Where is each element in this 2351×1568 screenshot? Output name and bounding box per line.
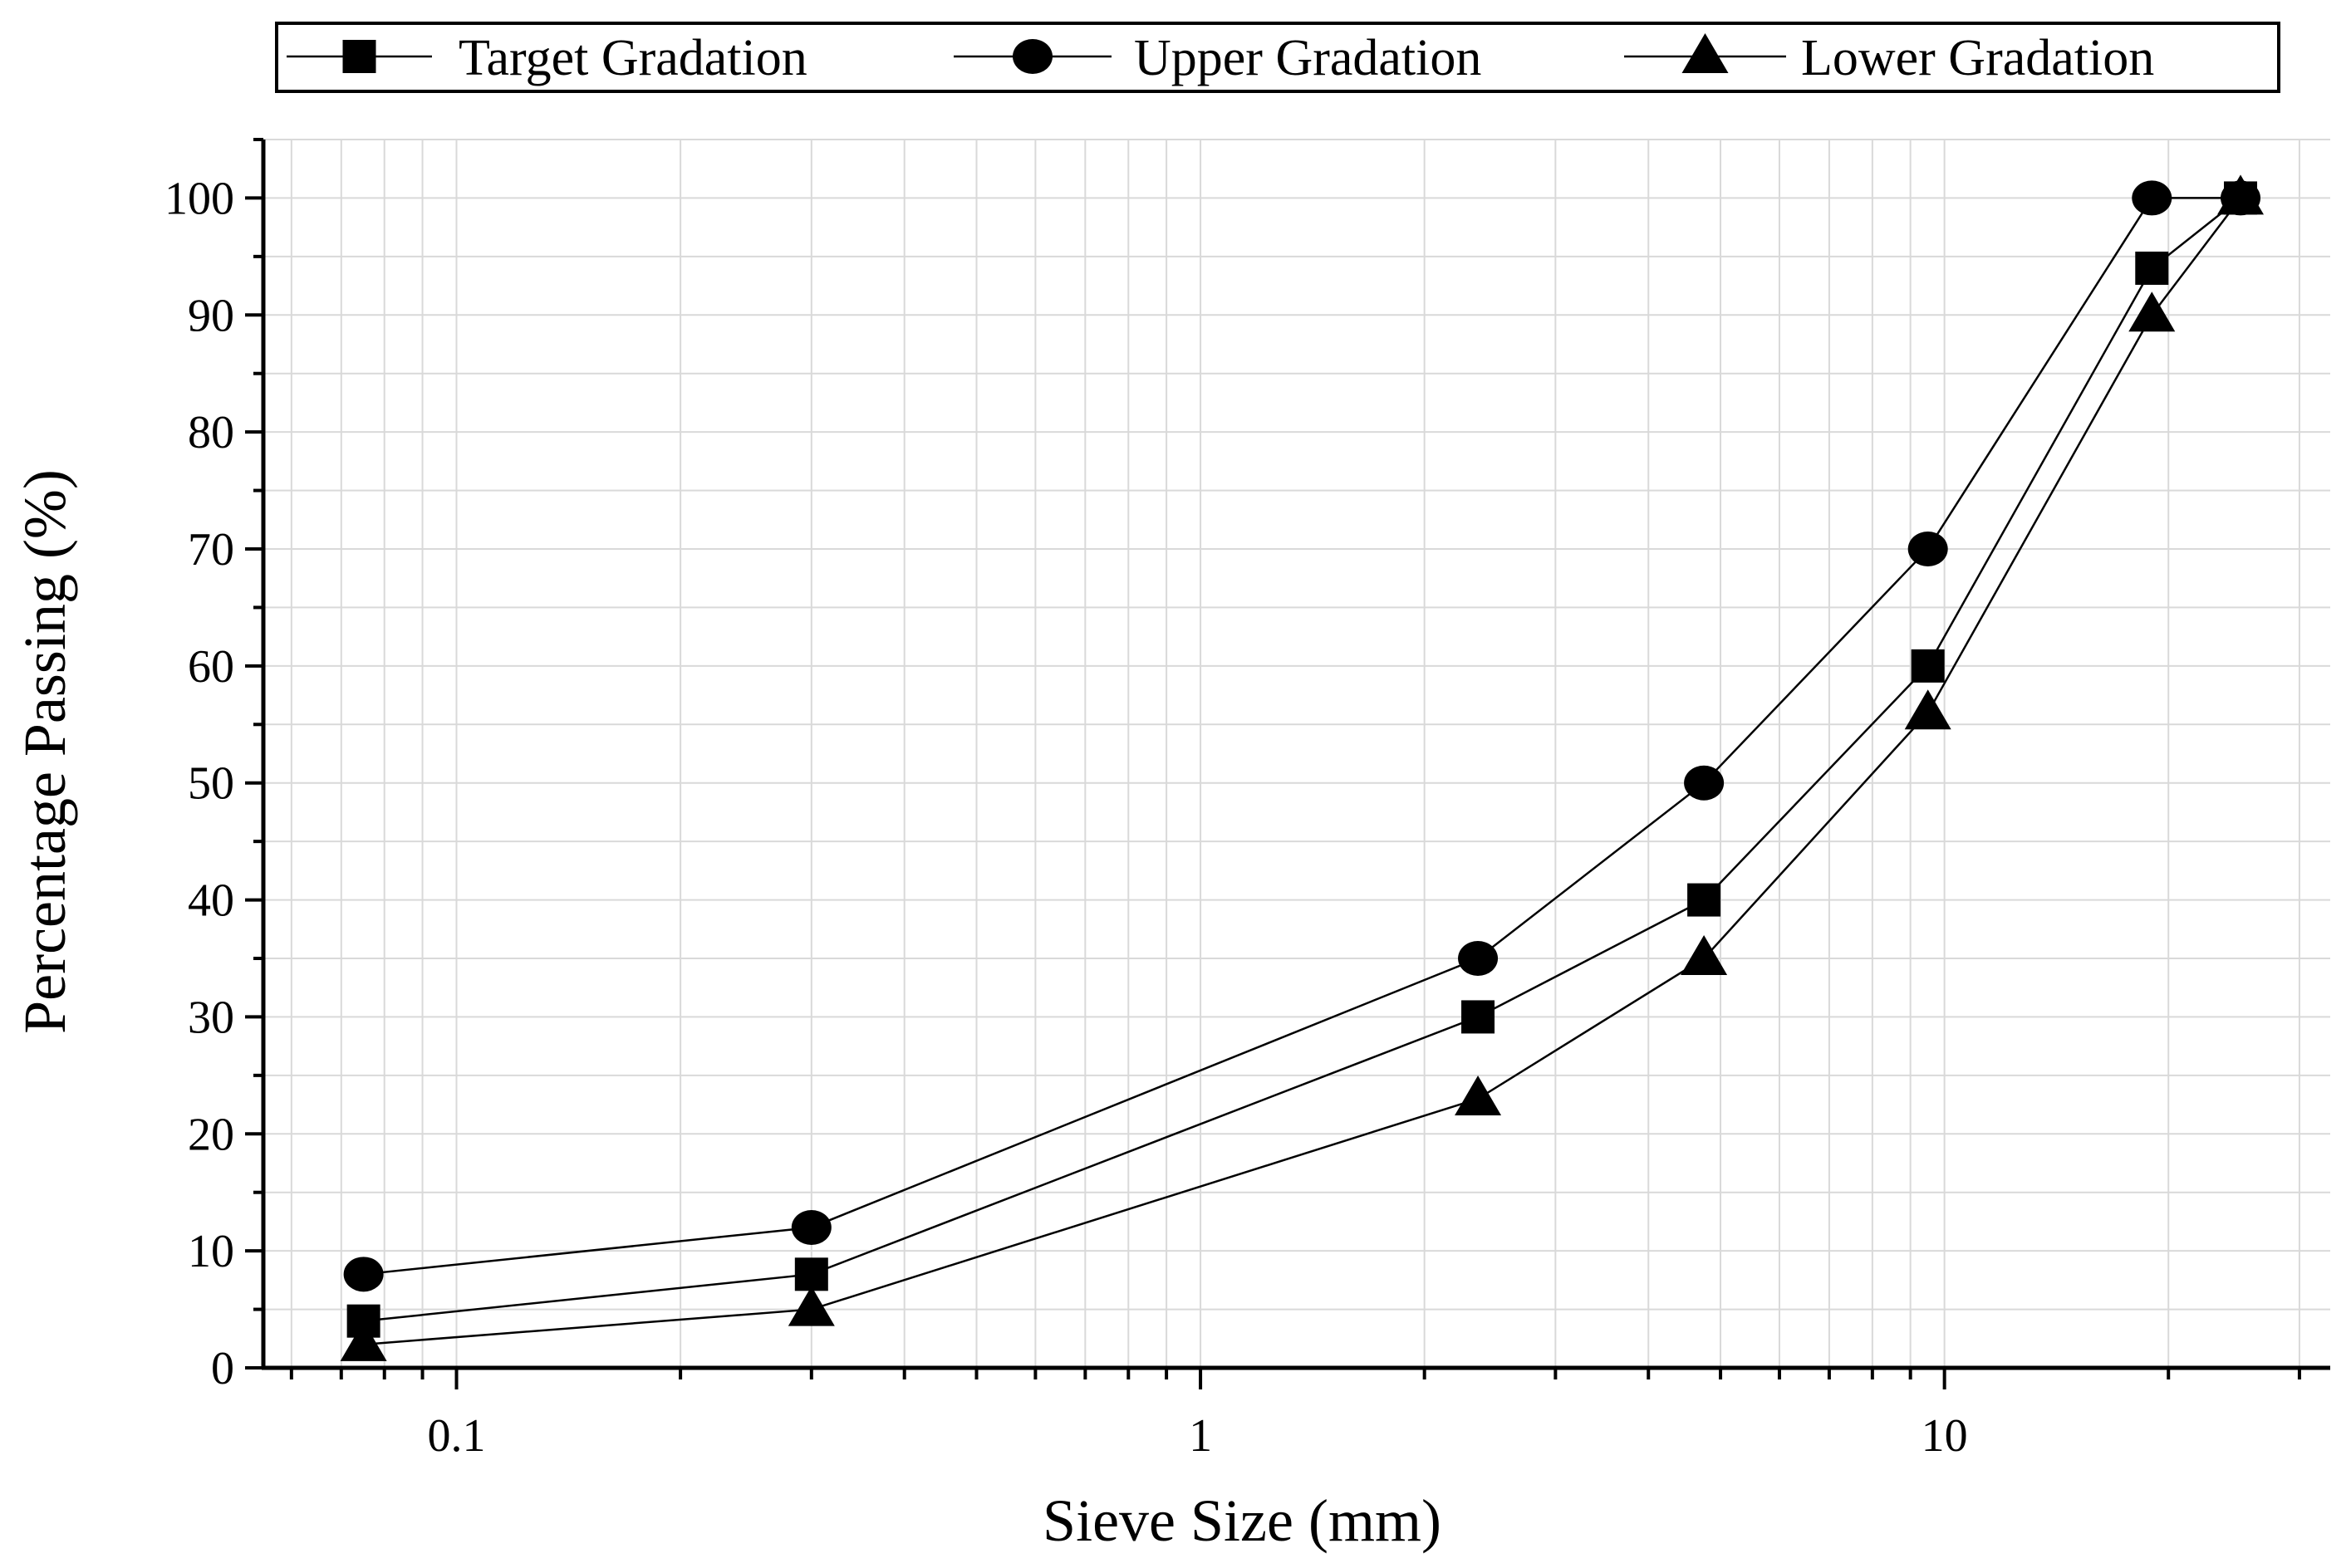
data-point-upper-gradation bbox=[791, 1209, 832, 1245]
y-tick-label: 30 bbox=[188, 992, 234, 1043]
series-target-gradation bbox=[346, 181, 2258, 1338]
legend-box bbox=[275, 22, 2280, 93]
y-tick-label: 20 bbox=[188, 1109, 234, 1160]
y-tick-label: 80 bbox=[188, 407, 234, 458]
data-point-upper-gradation bbox=[2132, 180, 2172, 216]
data-point-lower-gradation bbox=[788, 1286, 835, 1326]
ticks: 0 10 20 30 40 50 60 70 80 90 100 0.1 1 10 bbox=[164, 138, 2301, 1462]
y-tick-label: 90 bbox=[188, 290, 234, 341]
legend-label: Lower Gradation bbox=[1801, 30, 2154, 86]
data-point-lower-gradation bbox=[1455, 1076, 1502, 1116]
data-point-upper-gradation bbox=[1458, 941, 1499, 976]
legend: Target Gradation Upper Gradation Lower Gra… bbox=[275, 22, 2280, 93]
data-point-target-gradation bbox=[1911, 649, 1945, 683]
y-tick-label: 100 bbox=[164, 173, 234, 224]
data-point-target-gradation bbox=[2135, 251, 2169, 285]
axes bbox=[261, 140, 2330, 1370]
series-line-target-gradation bbox=[363, 197, 2241, 1322]
legend-marker-triangle bbox=[1681, 33, 1729, 73]
y-tick-label: 40 bbox=[188, 875, 234, 927]
series-line-lower-gradation bbox=[363, 197, 2242, 1346]
series-lower-gradation bbox=[340, 174, 2265, 1361]
x-tick-label: 1 bbox=[1189, 1410, 1212, 1462]
y-tick-label: 70 bbox=[188, 524, 234, 576]
legend-item-upper-gradation: Upper Gradation bbox=[954, 30, 1481, 86]
data-point-lower-gradation bbox=[2217, 174, 2265, 215]
data-point-target-gradation bbox=[1687, 883, 1721, 917]
legend-marker-circle bbox=[1013, 39, 1053, 74]
data-point-target-gradation bbox=[1461, 1000, 1495, 1034]
legend-label: Upper Gradation bbox=[1134, 30, 1481, 86]
y-tick-label: 60 bbox=[188, 641, 234, 693]
x-axis-title: Sieve Size (mm) bbox=[1043, 1487, 1441, 1554]
data-point-upper-gradation bbox=[1907, 532, 1948, 566]
y-axis-title: Percentage Passing (%) bbox=[12, 469, 78, 1034]
x-tick-label: 0.1 bbox=[428, 1410, 486, 1462]
data-point-lower-gradation bbox=[1681, 935, 1728, 975]
y-tick-label: 0 bbox=[211, 1343, 234, 1394]
series-line-upper-gradation bbox=[363, 197, 2241, 1276]
series-group bbox=[340, 174, 2265, 1361]
data-point-upper-gradation bbox=[1684, 765, 1725, 801]
y-tick-label: 10 bbox=[188, 1226, 234, 1277]
data-point-lower-gradation bbox=[1904, 689, 1951, 730]
x-tick-label: 10 bbox=[1922, 1410, 1968, 1462]
data-point-target-gradation bbox=[794, 1257, 828, 1291]
y-tick-label: 50 bbox=[188, 758, 234, 810]
legend-item-target-gradation: Target Gradation bbox=[287, 30, 807, 86]
data-point-lower-gradation bbox=[340, 1321, 387, 1361]
data-point-lower-gradation bbox=[2128, 292, 2176, 332]
legend-item-lower-gradation: Lower Gradation bbox=[1624, 30, 2154, 86]
legend-marker-square bbox=[342, 40, 376, 73]
legend-label: Target Gradation bbox=[459, 30, 807, 86]
data-point-upper-gradation bbox=[343, 1257, 384, 1292]
grid bbox=[263, 139, 2330, 1368]
series-upper-gradation bbox=[343, 180, 2261, 1292]
